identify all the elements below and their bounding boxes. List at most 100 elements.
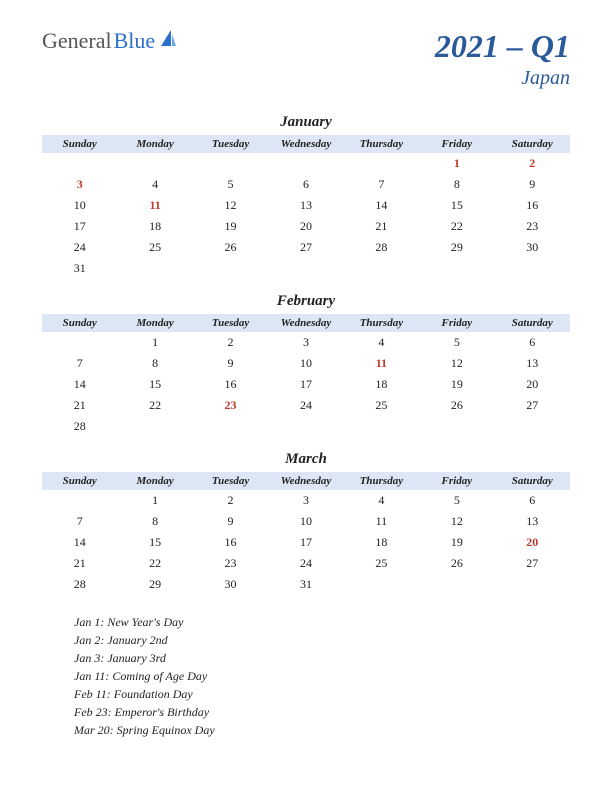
day-header: Wednesday bbox=[268, 135, 343, 153]
day-header: Tuesday bbox=[193, 135, 268, 153]
day-header: Friday bbox=[419, 472, 494, 490]
calendar-cell: 10 bbox=[268, 511, 343, 532]
holiday-item: Mar 20: Spring Equinox Day bbox=[74, 721, 570, 739]
calendar-cell: 8 bbox=[419, 174, 494, 195]
calendar-cell: 24 bbox=[42, 237, 117, 258]
calendar-cell: 21 bbox=[42, 553, 117, 574]
calendar-cell: 13 bbox=[495, 511, 570, 532]
month-block: JanuarySundayMondayTuesdayWednesdayThurs… bbox=[42, 114, 570, 279]
calendar-cell: 28 bbox=[42, 416, 117, 437]
calendar-table: SundayMondayTuesdayWednesdayThursdayFrid… bbox=[42, 472, 570, 595]
day-header: Wednesday bbox=[268, 472, 343, 490]
header: GeneralBlue 2021 – Q1 Japan bbox=[42, 28, 570, 90]
calendar-cell: 7 bbox=[344, 174, 419, 195]
calendar-cell: 20 bbox=[268, 216, 343, 237]
calendar-cell-empty bbox=[495, 574, 570, 595]
calendar-cell: 17 bbox=[42, 216, 117, 237]
calendar-cell: 23 bbox=[193, 395, 268, 416]
calendar-cell: 2 bbox=[495, 153, 570, 174]
logo-text-general: General bbox=[42, 28, 112, 54]
calendar-cell-empty bbox=[193, 258, 268, 279]
holiday-list: Jan 1: New Year's DayJan 2: January 2ndJ… bbox=[42, 613, 570, 739]
calendar-cell-empty bbox=[193, 153, 268, 174]
holiday-item: Jan 2: January 2nd bbox=[74, 631, 570, 649]
calendar-cell: 3 bbox=[268, 332, 343, 353]
calendar-table: SundayMondayTuesdayWednesdayThursdayFrid… bbox=[42, 135, 570, 279]
calendar-cell-empty bbox=[42, 332, 117, 353]
day-header: Saturday bbox=[495, 472, 570, 490]
day-header: Sunday bbox=[42, 314, 117, 332]
calendar-cell: 14 bbox=[42, 374, 117, 395]
day-header: Wednesday bbox=[268, 314, 343, 332]
calendar-cell: 12 bbox=[419, 511, 494, 532]
calendar-cell: 8 bbox=[117, 511, 192, 532]
calendar-cell: 29 bbox=[419, 237, 494, 258]
day-header: Thursday bbox=[344, 472, 419, 490]
calendar-cell: 18 bbox=[344, 374, 419, 395]
calendar-cell: 3 bbox=[268, 490, 343, 511]
calendar-cell: 7 bbox=[42, 511, 117, 532]
calendar-cell: 4 bbox=[117, 174, 192, 195]
calendar-cell: 24 bbox=[268, 553, 343, 574]
page-subtitle: Japan bbox=[435, 67, 570, 90]
page-title: 2021 – Q1 bbox=[435, 28, 570, 65]
calendar-container: JanuarySundayMondayTuesdayWednesdayThurs… bbox=[42, 114, 570, 595]
calendar-cell-empty bbox=[419, 258, 494, 279]
calendar-cell-empty bbox=[117, 258, 192, 279]
calendar-cell: 19 bbox=[419, 532, 494, 553]
calendar-cell-empty bbox=[117, 416, 192, 437]
calendar-cell: 4 bbox=[344, 490, 419, 511]
calendar-cell: 22 bbox=[117, 553, 192, 574]
calendar-cell: 22 bbox=[419, 216, 494, 237]
month-name: February bbox=[42, 293, 570, 310]
calendar-cell-empty bbox=[495, 258, 570, 279]
calendar-cell: 13 bbox=[268, 195, 343, 216]
calendar-cell: 17 bbox=[268, 532, 343, 553]
calendar-cell: 19 bbox=[419, 374, 494, 395]
calendar-cell: 16 bbox=[193, 532, 268, 553]
calendar-table: SundayMondayTuesdayWednesdayThursdayFrid… bbox=[42, 314, 570, 437]
calendar-cell: 30 bbox=[495, 237, 570, 258]
calendar-cell: 9 bbox=[495, 174, 570, 195]
calendar-cell: 26 bbox=[419, 553, 494, 574]
day-header: Thursday bbox=[344, 135, 419, 153]
calendar-cell-empty bbox=[42, 153, 117, 174]
day-header: Sunday bbox=[42, 472, 117, 490]
calendar-cell: 23 bbox=[193, 553, 268, 574]
calendar-cell: 11 bbox=[344, 353, 419, 374]
holiday-item: Feb 11: Foundation Day bbox=[74, 685, 570, 703]
day-header: Sunday bbox=[42, 135, 117, 153]
calendar-cell: 20 bbox=[495, 374, 570, 395]
calendar-cell-empty bbox=[344, 153, 419, 174]
month-block: MarchSundayMondayTuesdayWednesdayThursda… bbox=[42, 451, 570, 595]
calendar-cell: 27 bbox=[268, 237, 343, 258]
calendar-cell: 29 bbox=[117, 574, 192, 595]
calendar-cell: 5 bbox=[419, 490, 494, 511]
calendar-cell: 12 bbox=[193, 195, 268, 216]
title-block: 2021 – Q1 Japan bbox=[435, 28, 570, 90]
calendar-cell-empty bbox=[419, 574, 494, 595]
day-header: Saturday bbox=[495, 135, 570, 153]
calendar-cell: 28 bbox=[344, 237, 419, 258]
calendar-cell: 25 bbox=[344, 553, 419, 574]
calendar-cell: 5 bbox=[419, 332, 494, 353]
calendar-cell: 21 bbox=[344, 216, 419, 237]
calendar-cell-empty bbox=[42, 490, 117, 511]
calendar-cell: 13 bbox=[495, 353, 570, 374]
calendar-cell: 16 bbox=[193, 374, 268, 395]
holiday-item: Jan 3: January 3rd bbox=[74, 649, 570, 667]
calendar-cell: 7 bbox=[42, 353, 117, 374]
calendar-cell: 9 bbox=[193, 511, 268, 532]
day-header: Tuesday bbox=[193, 472, 268, 490]
logo: GeneralBlue bbox=[42, 28, 177, 54]
calendar-cell-empty bbox=[419, 416, 494, 437]
calendar-cell: 2 bbox=[193, 490, 268, 511]
calendar-cell-empty bbox=[495, 416, 570, 437]
calendar-cell: 6 bbox=[268, 174, 343, 195]
calendar-cell-empty bbox=[268, 416, 343, 437]
calendar-cell: 14 bbox=[344, 195, 419, 216]
holiday-item: Jan 11: Coming of Age Day bbox=[74, 667, 570, 685]
day-header: Monday bbox=[117, 135, 192, 153]
calendar-cell: 11 bbox=[344, 511, 419, 532]
calendar-cell: 3 bbox=[42, 174, 117, 195]
